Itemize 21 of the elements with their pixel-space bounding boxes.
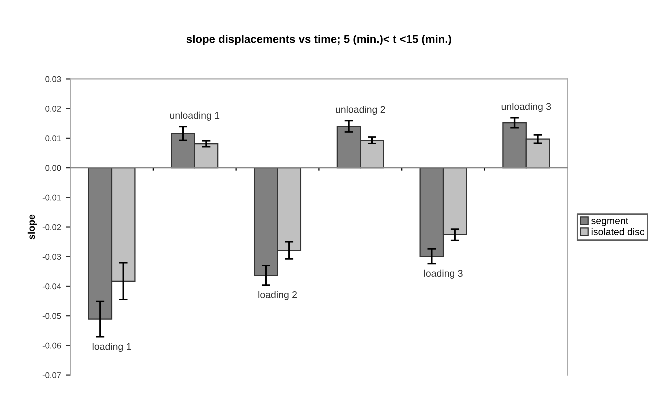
annotation: loading 1 <box>92 343 132 352</box>
y-tick-label: -0.03 <box>42 254 62 260</box>
y-tick-label: -0.02 <box>42 224 62 230</box>
y-tick-label: -0.01 <box>42 194 62 201</box>
annotation: unloading 1 <box>170 112 220 121</box>
y-tick-label: -0.05 <box>42 313 62 320</box>
annotation: loading 2 <box>258 291 298 300</box>
y-tick-label: -0.06 <box>42 342 62 349</box>
annotation: loading 3 <box>424 270 463 279</box>
y-tick-label: 0.02 <box>46 106 62 112</box>
y-tick-label: 0.01 <box>46 136 62 142</box>
legend-label: isolated disc <box>592 228 645 236</box>
chart-title: slope displacements vs time; 5 (min.)< t <15 (min.) <box>186 35 452 46</box>
y-tick-label: -0.07 <box>42 372 62 378</box>
legend-label: segment <box>592 218 629 226</box>
annotation: unloading 2 <box>336 106 386 116</box>
y-tick-label: -0.04 <box>42 284 62 290</box>
y-tick-label: 0.03 <box>46 76 62 82</box>
y-tick-label: 0.00 <box>46 165 62 172</box>
annotation: unloading 3 <box>502 103 552 112</box>
y-axis-title: slope <box>28 214 37 240</box>
